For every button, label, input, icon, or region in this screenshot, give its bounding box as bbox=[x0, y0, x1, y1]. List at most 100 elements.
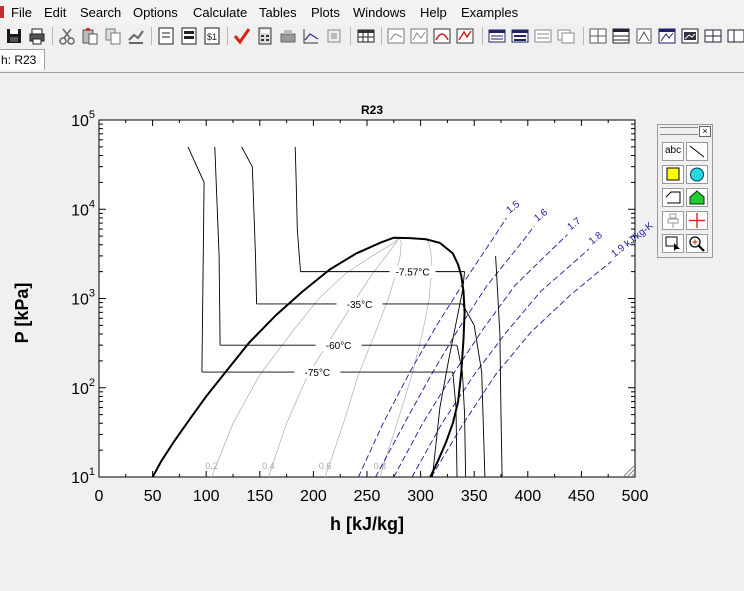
plot-window: R23 0.2 0.4 0.6 0.8 1.5 1.6 1.7 1.8 1.9 kJ/kg-K… bbox=[0, 73, 744, 591]
toolbar-separator bbox=[482, 27, 483, 45]
integral-table-icon[interactable] bbox=[556, 26, 576, 46]
overflow-icon[interactable] bbox=[726, 26, 744, 46]
parametric-table-icon[interactable] bbox=[510, 26, 530, 46]
save-icon[interactable] bbox=[4, 26, 24, 46]
isentrope-line bbox=[357, 217, 507, 478]
isotherm-lines: -7.57°C -35°C -60°C -75°C bbox=[187, 146, 503, 478]
menu-calculate[interactable]: Calculate bbox=[193, 5, 248, 20]
extra-window-icon[interactable] bbox=[703, 26, 723, 46]
pentagon-tool-icon[interactable] bbox=[686, 188, 708, 207]
chart-title: R23 bbox=[361, 103, 383, 117]
plot-overlay-icon[interactable] bbox=[324, 26, 344, 46]
isotherm-label-bg bbox=[294, 366, 341, 379]
line-tool-icon[interactable] bbox=[686, 142, 708, 161]
toolbar: $1 bbox=[0, 24, 744, 48]
menu-edit[interactable]: Edit bbox=[44, 5, 67, 20]
tab-plot-r23[interactable]: h: R23 bbox=[0, 49, 45, 70]
saturation-dome bbox=[151, 236, 466, 478]
isotherm-label-bg bbox=[336, 297, 383, 310]
isentrope-line bbox=[411, 248, 590, 478]
format-icon[interactable] bbox=[126, 26, 146, 46]
polygon-tool-icon[interactable] bbox=[662, 188, 684, 207]
y-tick-label: 103 bbox=[71, 288, 95, 309]
palette-close-button[interactable]: × bbox=[699, 126, 711, 137]
y-axis-label: P [kPa] bbox=[12, 283, 32, 344]
property-plot-icon[interactable] bbox=[432, 26, 452, 46]
overlay-plot-icon[interactable] bbox=[409, 26, 429, 46]
text-tool-label: abc bbox=[665, 145, 682, 156]
plot-icon[interactable] bbox=[301, 26, 321, 46]
menu-plots[interactable]: Plots bbox=[311, 5, 340, 20]
x-tick-label: 350 bbox=[461, 488, 488, 505]
new-plot-icon[interactable] bbox=[386, 26, 406, 46]
x-tick-label: 150 bbox=[246, 488, 273, 505]
x-tick-label: 0 bbox=[95, 488, 104, 505]
tab-strip: h: R23 bbox=[0, 48, 744, 73]
x-tick-label: 100 bbox=[193, 488, 220, 505]
menu-file[interactable]: File bbox=[11, 5, 32, 20]
y-tick-exponent: 1 bbox=[89, 466, 95, 478]
isentrope-line bbox=[430, 261, 612, 478]
menu-examples[interactable]: Examples bbox=[461, 5, 519, 20]
menu-tables[interactable]: Tables bbox=[259, 5, 297, 20]
toolbar-separator bbox=[583, 27, 584, 45]
resize-grip-icon[interactable] bbox=[623, 465, 635, 477]
diagram-window-icon[interactable] bbox=[588, 26, 608, 46]
circle-tool-icon[interactable] bbox=[686, 165, 708, 184]
y-tick-exponent: 4 bbox=[89, 198, 95, 210]
parametric-window-icon[interactable] bbox=[611, 26, 631, 46]
crosshair-tool-icon[interactable] bbox=[686, 211, 708, 230]
svg-text:$1: $1 bbox=[207, 32, 217, 42]
menu-search[interactable]: Search bbox=[80, 5, 122, 20]
y-tick-exponent: 3 bbox=[89, 288, 95, 300]
y-tick-base: 10 bbox=[71, 470, 89, 487]
y-tick-label: 104 bbox=[71, 198, 95, 219]
isotherm-liquid-line bbox=[214, 146, 221, 346]
align-tool-icon[interactable] bbox=[662, 211, 684, 230]
app-icon bbox=[0, 6, 4, 18]
y-tick-base: 10 bbox=[71, 292, 89, 309]
modify-plot-icon[interactable] bbox=[455, 26, 475, 46]
copy-icon[interactable] bbox=[103, 26, 123, 46]
quality-line bbox=[211, 237, 400, 478]
check-icon[interactable] bbox=[232, 26, 252, 46]
storage-icon[interactable] bbox=[278, 26, 298, 46]
text-tool-icon[interactable]: abc bbox=[662, 142, 684, 161]
isentrope-line bbox=[375, 225, 535, 478]
help-icon[interactable] bbox=[680, 26, 700, 46]
rectangle-tool-icon[interactable] bbox=[662, 165, 684, 184]
isotherm-liquid-line bbox=[241, 146, 258, 304]
select-tool-icon[interactable] bbox=[662, 234, 684, 253]
quality-label: 0.8 bbox=[374, 461, 387, 471]
saturation-curve bbox=[151, 236, 466, 478]
plot-window-icon[interactable] bbox=[634, 26, 654, 46]
report-icon[interactable] bbox=[657, 26, 677, 46]
toolbar-separator bbox=[227, 27, 228, 45]
equations-icon[interactable] bbox=[156, 26, 176, 46]
zoom-tool-icon[interactable] bbox=[686, 234, 708, 253]
isotherm-label: -7.57°C bbox=[396, 268, 430, 279]
paste-icon[interactable] bbox=[80, 26, 100, 46]
isotherm-label: -75°C bbox=[304, 368, 330, 379]
menu-help[interactable]: Help bbox=[420, 5, 447, 20]
quality-line bbox=[379, 237, 432, 478]
isotherm-label: -60°C bbox=[326, 341, 352, 352]
menu-windows[interactable]: Windows bbox=[353, 5, 406, 20]
menu-options[interactable]: Options bbox=[133, 5, 178, 20]
calculator-icon[interactable] bbox=[255, 26, 275, 46]
x-tick-label: 250 bbox=[354, 488, 381, 505]
quality-label: 0.6 bbox=[319, 461, 332, 471]
y-tick-exponent: 2 bbox=[89, 377, 95, 389]
solution-icon[interactable]: $1 bbox=[202, 26, 222, 46]
y-tick-label: 102 bbox=[71, 377, 95, 398]
palette-titlebar[interactable] bbox=[660, 127, 698, 135]
lookup-table-icon[interactable] bbox=[487, 26, 507, 46]
formatted-equations-icon[interactable] bbox=[179, 26, 199, 46]
y-tick-base: 10 bbox=[71, 113, 89, 130]
cut-icon[interactable] bbox=[57, 26, 77, 46]
print-icon[interactable] bbox=[27, 26, 47, 46]
y-tick-base: 10 bbox=[71, 202, 89, 219]
arrays-icon[interactable] bbox=[533, 26, 553, 46]
x-tick-label: 50 bbox=[144, 488, 162, 505]
table-icon[interactable] bbox=[356, 26, 376, 46]
